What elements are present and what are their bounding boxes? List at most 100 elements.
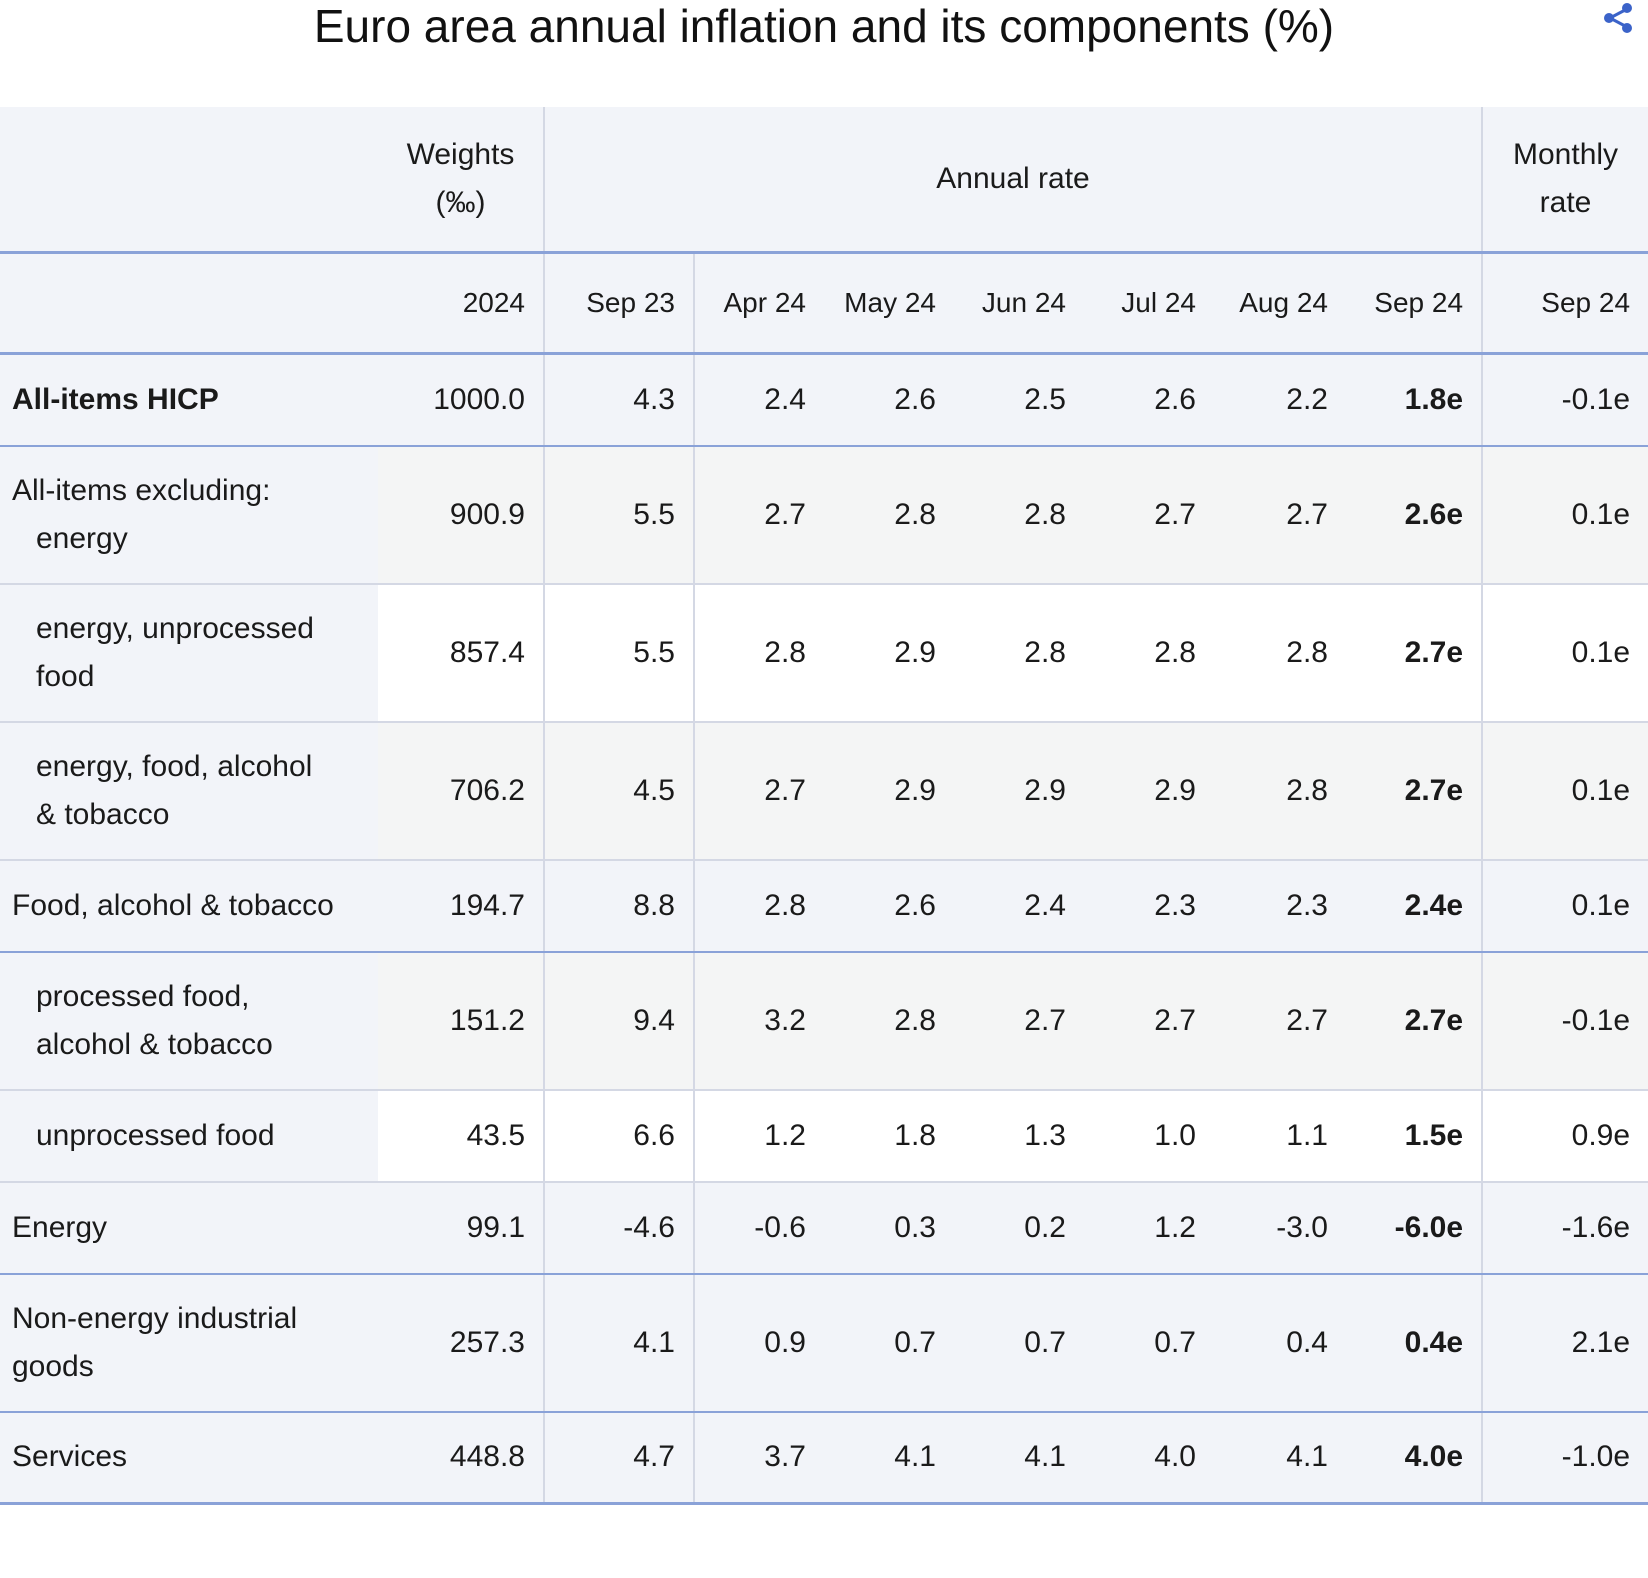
table-cell: 2.4 xyxy=(694,353,824,447)
table-cell: 0.1e xyxy=(1482,445,1648,585)
table-cell: 0.7 xyxy=(1084,1273,1214,1413)
table-cell: 900.9 xyxy=(378,445,545,585)
table-cell: 2.6e xyxy=(1346,445,1484,585)
table-cell: 1000.0 xyxy=(378,353,545,447)
row-label: Energy xyxy=(0,1181,378,1275)
row-label-line: Non-energy industrial xyxy=(12,1301,298,1335)
table-cell: 0.1e xyxy=(1482,583,1648,723)
table-row: Food, alcohol & tobacco 194.7 8.8 2.8 2.6 2.4… xyxy=(0,859,1648,953)
row-label-line: Services xyxy=(12,1440,128,1474)
row-label-line: processed food, xyxy=(36,979,250,1013)
table-row: energy, food, alcohol & tobacco 706.2 4.5 2.… xyxy=(0,721,1648,861)
table-cell: -1.0e xyxy=(1482,1411,1648,1505)
table-cell: 0.4 xyxy=(1214,1273,1346,1413)
table-cell: 2.7 xyxy=(1214,951,1346,1091)
table-cell: 151.2 xyxy=(378,951,545,1091)
row-label-line: energy, unprocessed xyxy=(36,611,314,645)
table-cell: -0.6 xyxy=(694,1181,824,1275)
table-cell: 2.7 xyxy=(1214,445,1346,585)
table-cell: 4.7 xyxy=(544,1411,695,1505)
column-header: May 24 xyxy=(824,252,954,355)
table-cell: -4.6 xyxy=(544,1181,695,1275)
table-cell: 0.3 xyxy=(824,1181,954,1275)
table-cell: 1.1 xyxy=(1214,1089,1346,1183)
table-cell: 4.1 xyxy=(954,1411,1084,1505)
table-cell: 2.7 xyxy=(1084,445,1214,585)
table-cell: 2.6 xyxy=(824,859,954,953)
inflation-table: Weights (‰) Annual rate Monthly rate 202… xyxy=(0,107,1648,1505)
table-cell: 2.8 xyxy=(1084,583,1214,723)
table-cell: 2.8 xyxy=(824,951,954,1091)
column-header: Jul 24 xyxy=(1084,252,1214,355)
row-label-line: food xyxy=(36,659,95,693)
table-cell: 1.0 xyxy=(1084,1089,1214,1183)
table-cell: 2.4 xyxy=(954,859,1084,953)
table-cell: 448.8 xyxy=(378,1411,545,1505)
table-cell: 99.1 xyxy=(378,1181,545,1275)
header-weights-line2: (‰) xyxy=(435,186,486,219)
table-title: Euro area annual inflation and its compo… xyxy=(313,0,1335,52)
header-row-periods: 2024 Sep 23 Apr 24 May 24 Jun 24 Jul 24 Aug 24… xyxy=(0,252,1648,355)
table-row: unprocessed food 43.5 6.6 1.2 1.8 1.3 1.0 1.1 1.… xyxy=(0,1089,1648,1183)
table-cell: 4.5 xyxy=(544,721,695,861)
header-weights: Weights (‰) xyxy=(378,107,545,254)
table-cell: 2.6 xyxy=(824,353,954,447)
table-cell: -0.1e xyxy=(1482,951,1648,1091)
table-cell: 2.9 xyxy=(954,721,1084,861)
table-cell: 5.5 xyxy=(544,445,695,585)
row-label: All-items HICP xyxy=(0,353,378,447)
column-header: Jun 24 xyxy=(954,252,1084,355)
table-cell: 2.8 xyxy=(954,445,1084,585)
table-cell: 2.3 xyxy=(1084,859,1214,953)
header-monthly-rate: Monthly rate xyxy=(1482,107,1648,254)
column-header: 2024 xyxy=(378,252,545,355)
row-label-line: All-items HICP xyxy=(12,382,219,416)
table-cell: 0.9 xyxy=(694,1273,824,1413)
table-cell: 257.3 xyxy=(378,1273,545,1413)
table-cell: 0.9e xyxy=(1482,1089,1648,1183)
table-cell: 0.7 xyxy=(954,1273,1084,1413)
table-cell: 4.1 xyxy=(544,1273,695,1413)
table-cell: 2.7e xyxy=(1346,583,1484,723)
table-cell: 3.7 xyxy=(694,1411,824,1505)
table-cell: 6.6 xyxy=(544,1089,695,1183)
table-cell: -1.6e xyxy=(1482,1181,1648,1275)
table-cell: 4.3 xyxy=(544,353,695,447)
header-weights-line1: Weights xyxy=(406,138,515,171)
row-label: energy, food, alcohol & tobacco xyxy=(0,721,378,861)
table-cell: 4.1 xyxy=(1214,1411,1346,1505)
table-cell: -6.0e xyxy=(1346,1181,1484,1275)
table-cell: 2.8 xyxy=(954,583,1084,723)
row-label-line: & tobacco xyxy=(36,797,170,831)
column-header: Sep 23 xyxy=(544,252,695,355)
table-cell: 857.4 xyxy=(378,583,545,723)
table-cell: 2.7 xyxy=(954,951,1084,1091)
header-monthly-line2: rate xyxy=(1539,186,1592,219)
table-cell: 4.0e xyxy=(1346,1411,1484,1505)
table-cell: 2.8 xyxy=(1214,721,1346,861)
table-cell: 2.7 xyxy=(694,721,824,861)
table-cell: 2.1e xyxy=(1482,1273,1648,1413)
table-cell: 2.9 xyxy=(824,583,954,723)
table-cell: 0.2 xyxy=(954,1181,1084,1275)
header-annual-rate: Annual rate xyxy=(544,107,1484,254)
row-label: Non-energy industrial goods xyxy=(0,1273,378,1413)
row-label-line: alcohol & tobacco xyxy=(36,1027,273,1061)
table-row: processed food, alcohol & tobacco 151.2 9.4… xyxy=(0,951,1648,1091)
table-cell: 194.7 xyxy=(378,859,545,953)
row-label-line: Energy xyxy=(12,1210,108,1244)
table-cell: 2.9 xyxy=(1084,721,1214,861)
table-cell: 2.3 xyxy=(1214,859,1346,953)
row-label-line: unprocessed food xyxy=(36,1118,275,1152)
table-row: All-items excluding: energy 900.9 5.5 2.7 2.8… xyxy=(0,445,1648,585)
table-cell: 0.1e xyxy=(1482,721,1648,861)
table-cell: 4.1 xyxy=(824,1411,954,1505)
row-label: All-items excluding: energy xyxy=(0,445,378,585)
table-cell: 1.5e xyxy=(1346,1089,1484,1183)
table-cell: 5.5 xyxy=(544,583,695,723)
table-cell: 2.5 xyxy=(954,353,1084,447)
row-label-line: energy xyxy=(36,521,128,555)
table-cell: 2.9 xyxy=(824,721,954,861)
share-icon[interactable] xyxy=(1600,0,1636,36)
table-cell: 1.3 xyxy=(954,1089,1084,1183)
